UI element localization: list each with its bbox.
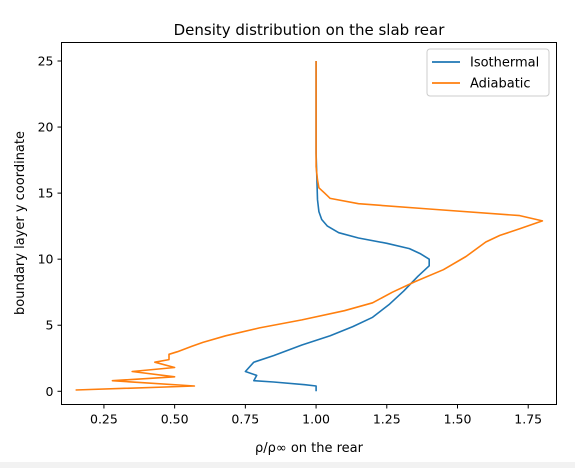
x-axis: 0.25 0.50 0.75 1.00 1.25 1.50 1.75 — [90, 404, 542, 427]
x-tick-label: 0.25 — [90, 412, 118, 427]
y-tick-label: 20 — [38, 120, 54, 135]
legend-box — [426, 48, 550, 97]
x-axis-label: ρ/ρ∞ on the rear — [255, 441, 364, 456]
series-line-isothermal — [244, 61, 431, 392]
y-tick-label: 25 — [38, 53, 54, 68]
series-line-adiabatic — [75, 61, 544, 391]
legend: Isothermal Adiabatic — [426, 48, 550, 97]
x-tick-label: 1.25 — [373, 412, 401, 427]
x-tick-label: 1.75 — [514, 412, 542, 427]
plot-frame — [61, 42, 557, 405]
y-tick-label: 5 — [46, 318, 54, 333]
chart-title: Density distribution on the slab rear — [174, 21, 446, 39]
series-lines — [75, 61, 544, 392]
legend-label-adiabatic: Adiabatic — [470, 77, 531, 92]
x-tick-label: 0.75 — [231, 412, 259, 427]
x-tick-label: 1.50 — [444, 412, 472, 427]
y-tick-label: 10 — [38, 252, 54, 267]
y-tick-label: 0 — [46, 384, 54, 399]
x-tick-label: 0.50 — [161, 412, 189, 427]
y-tick-label: 15 — [38, 186, 54, 201]
plot-area — [61, 42, 557, 405]
y-axis: 0 5 10 15 20 25 — [38, 53, 62, 399]
legend-label-isothermal: Isothermal — [470, 56, 539, 71]
bottom-strip — [0, 462, 575, 468]
y-axis-label: boundary layer y coordinate — [13, 131, 28, 315]
x-tick-label: 1.00 — [302, 412, 330, 427]
